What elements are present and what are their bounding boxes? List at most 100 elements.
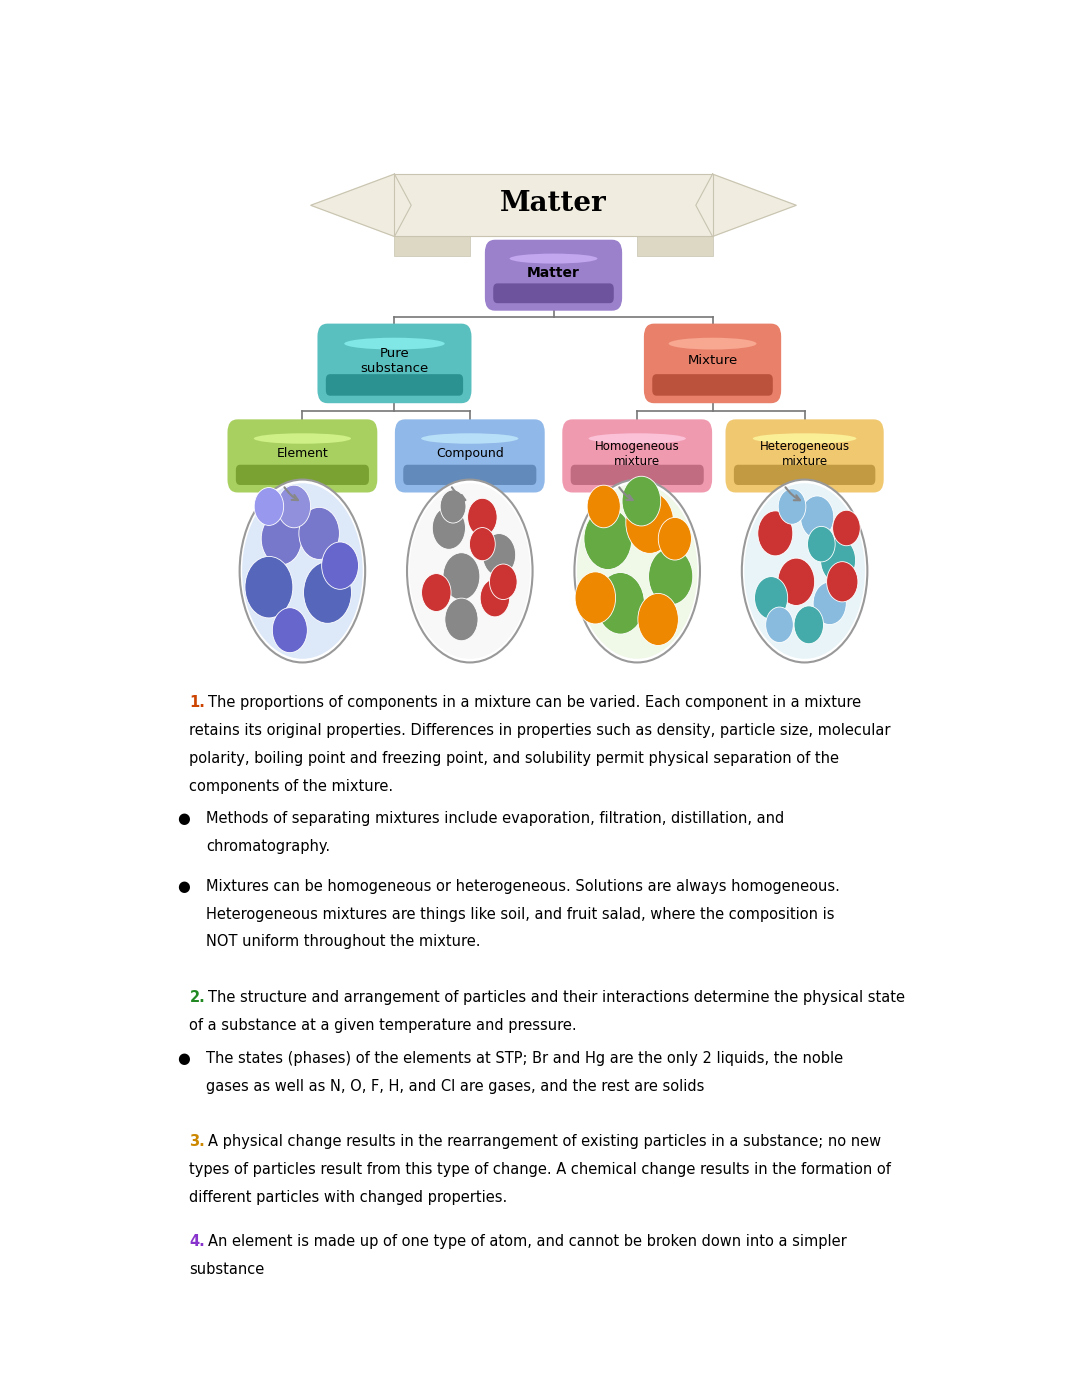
FancyBboxPatch shape [652,374,773,395]
Polygon shape [696,175,796,236]
Text: Methods of separating mixtures include evaporation, filtration, distillation, an: Methods of separating mixtures include e… [206,812,784,827]
Ellipse shape [240,479,365,662]
Ellipse shape [833,510,861,546]
Ellipse shape [826,562,858,602]
Text: Compound: Compound [436,447,503,460]
Ellipse shape [577,483,698,659]
Ellipse shape [303,562,351,623]
Text: 3.: 3. [189,1134,205,1148]
Ellipse shape [625,492,674,553]
Ellipse shape [575,571,616,624]
Ellipse shape [800,496,834,538]
Text: Heterogeneous mixtures are things like soil, and fruit salad, where the composit: Heterogeneous mixtures are things like s… [206,907,835,922]
FancyBboxPatch shape [637,236,713,256]
Ellipse shape [409,483,530,659]
Ellipse shape [261,513,301,564]
FancyBboxPatch shape [326,374,463,395]
FancyBboxPatch shape [403,465,537,485]
Text: of a substance at a given temperature and pressure.: of a substance at a given temperature an… [189,1018,577,1032]
Text: The proportions of components in a mixture can be varied. Each component in a mi: The proportions of components in a mixtu… [207,694,861,710]
Text: 1.: 1. [189,694,205,710]
Ellipse shape [649,548,692,605]
FancyBboxPatch shape [494,284,613,303]
Ellipse shape [808,527,835,562]
Text: retains its original properties. Differences in properties such as density, part: retains its original properties. Differe… [189,722,891,738]
FancyBboxPatch shape [726,419,883,493]
Ellipse shape [584,509,632,570]
Text: ●: ● [177,879,190,894]
Text: substance: substance [189,1261,265,1277]
Text: 2.: 2. [189,990,205,1004]
Text: An element is made up of one type of atom, and cannot be broken down into a simp: An element is made up of one type of ato… [207,1234,847,1249]
FancyBboxPatch shape [235,465,369,485]
Ellipse shape [242,483,363,659]
FancyBboxPatch shape [394,175,713,236]
Text: polarity, boiling point and freezing point, and solubility permit physical separ: polarity, boiling point and freezing poi… [189,750,839,766]
Ellipse shape [441,490,465,522]
Text: gases as well as N, O, F, H, and Cl are gases, and the rest are solids: gases as well as N, O, F, H, and Cl are … [206,1078,704,1094]
Ellipse shape [468,499,497,536]
Ellipse shape [483,534,515,576]
Text: Element: Element [276,447,328,460]
Text: Heterogeneous
mixture: Heterogeneous mixture [759,440,850,468]
Text: different particles with changed properties.: different particles with changed propert… [189,1190,508,1204]
FancyBboxPatch shape [570,465,704,485]
Ellipse shape [755,577,787,619]
Ellipse shape [432,507,465,549]
Ellipse shape [443,553,480,601]
Text: ●: ● [177,812,190,827]
Ellipse shape [299,507,339,559]
FancyBboxPatch shape [395,419,544,493]
Ellipse shape [272,608,308,652]
Text: The structure and arrangement of particles and their interactions determine the : The structure and arrangement of particl… [207,990,905,1004]
FancyBboxPatch shape [485,240,622,310]
Text: NOT uniform throughout the mixture.: NOT uniform throughout the mixture. [206,935,481,950]
Ellipse shape [778,559,814,605]
FancyBboxPatch shape [318,324,472,404]
Ellipse shape [753,433,856,444]
Ellipse shape [596,573,645,634]
Ellipse shape [470,528,496,560]
Ellipse shape [794,606,824,644]
Ellipse shape [589,433,686,444]
Ellipse shape [758,511,793,556]
Text: Pure
substance: Pure substance [361,346,429,374]
Text: The states (phases) of the elements at STP; Br and Hg are the only 2 liquids, th: The states (phases) of the elements at S… [206,1051,843,1066]
Ellipse shape [779,489,806,524]
Text: 4.: 4. [189,1234,205,1249]
Text: ●: ● [177,1051,190,1066]
Ellipse shape [813,583,847,624]
Ellipse shape [421,574,451,612]
FancyBboxPatch shape [228,419,377,493]
FancyBboxPatch shape [644,324,781,404]
Text: A physical change results in the rearrangement of existing particles in a substa: A physical change results in the rearran… [207,1134,881,1148]
Polygon shape [311,175,411,236]
Ellipse shape [510,254,597,264]
Text: Homogeneous
mixture: Homogeneous mixture [595,440,679,468]
Ellipse shape [421,433,518,444]
Ellipse shape [489,564,517,599]
Ellipse shape [622,476,661,525]
Text: Matter: Matter [527,265,580,279]
Ellipse shape [821,538,855,583]
Ellipse shape [659,517,691,560]
Text: Mixture: Mixture [687,355,738,367]
Ellipse shape [445,598,478,641]
Ellipse shape [254,488,284,525]
Ellipse shape [407,479,532,662]
Ellipse shape [245,556,293,617]
FancyBboxPatch shape [734,465,875,485]
Ellipse shape [575,479,700,662]
Ellipse shape [254,433,351,444]
Ellipse shape [481,578,510,617]
Ellipse shape [322,542,359,590]
Text: Matter: Matter [500,190,607,217]
FancyBboxPatch shape [563,419,712,493]
Ellipse shape [278,485,311,528]
Text: Mixtures can be homogeneous or heterogeneous. Solutions are always homogeneous.: Mixtures can be homogeneous or heterogen… [206,879,840,894]
Text: components of the mixture.: components of the mixture. [189,778,393,793]
Ellipse shape [744,483,865,659]
Text: chromatography.: chromatography. [206,840,330,855]
Ellipse shape [742,479,867,662]
Ellipse shape [669,338,756,349]
